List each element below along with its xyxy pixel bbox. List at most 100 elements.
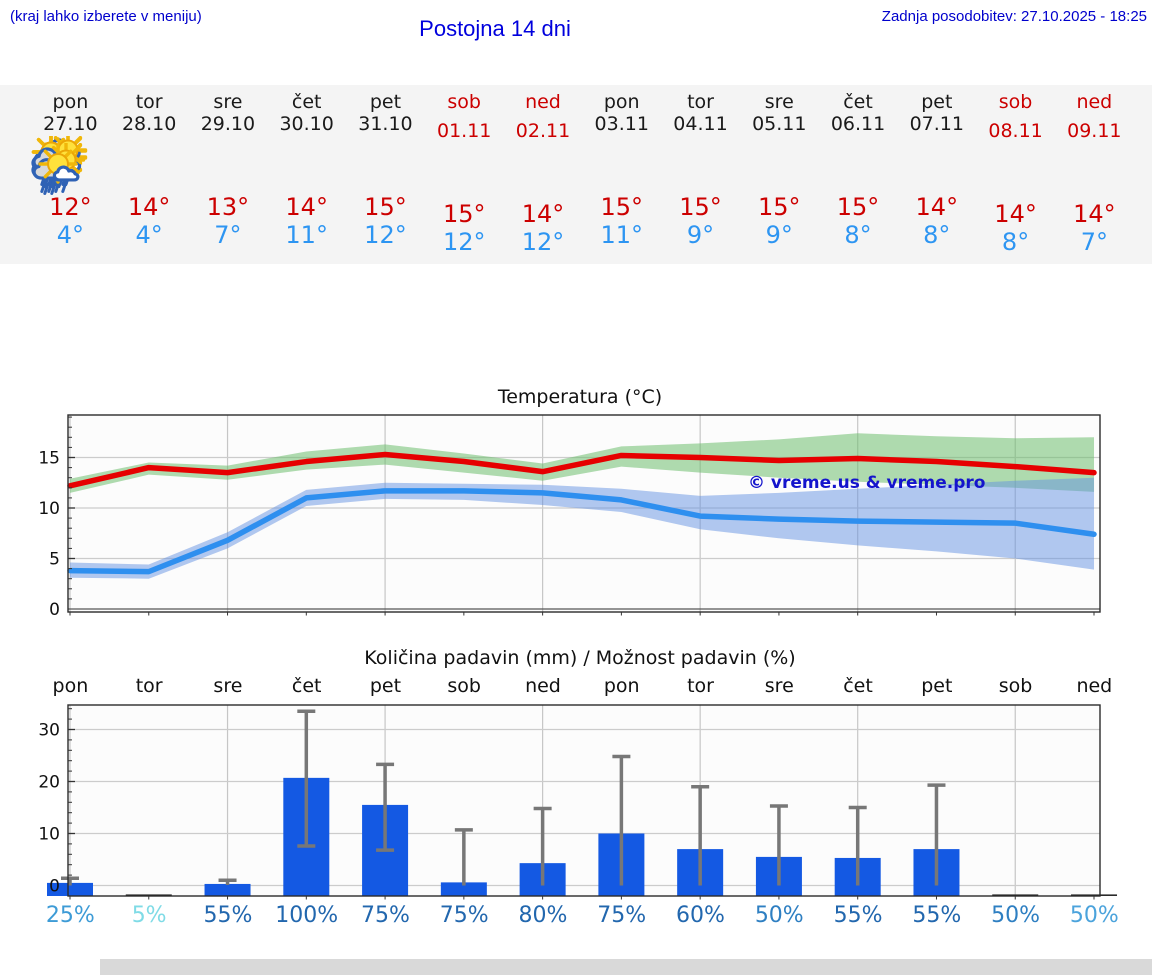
day-name-label: pon <box>52 91 89 113</box>
day-date-label: 03.11 <box>594 113 649 135</box>
menu-hint: (kraj lahko izberete v meniju) <box>10 8 202 25</box>
precip-probability-label: 75% <box>360 903 410 928</box>
day-date-label: 31.10 <box>358 113 413 135</box>
weather-icon-cell <box>38 136 189 192</box>
last-update: Zadnja posodobitev: 27.10.2025 - 18:25 <box>881 8 1147 25</box>
day-name-label: pet <box>921 91 953 113</box>
precip-probability-label: 75% <box>597 903 647 928</box>
temp-ytick-label: 15 <box>38 449 60 469</box>
day-date-label: 30.10 <box>279 113 334 135</box>
temperature-chart-title: Temperatura (°C) <box>497 386 663 408</box>
temp-max-label: 14° <box>285 193 328 221</box>
temp-max-label: 14° <box>994 200 1037 228</box>
forecast-day-column: sre 29.10 13° 7° <box>31 85 268 256</box>
day-name-label: ned <box>525 91 561 113</box>
forecast-strip <box>0 85 1152 264</box>
precip-day-label: pon <box>52 675 89 697</box>
day-name-label: sre <box>764 91 794 113</box>
weather-icon-cell <box>33 136 346 192</box>
precip-probability-label: 60% <box>676 903 725 928</box>
watermark-link: © vreme.us & vreme.pro <box>748 473 985 493</box>
precip-ytick-label: 0 <box>49 877 60 897</box>
precip-probability-label: 80% <box>518 903 568 928</box>
temp-min-label: 8° <box>844 221 872 249</box>
precip-probability-label: 55% <box>203 903 253 928</box>
day-name-label: čet <box>843 91 873 113</box>
weather-icon-cell <box>33 136 425 192</box>
temp-min-label: 12° <box>521 228 565 256</box>
precip-ytick-label: 10 <box>38 825 60 845</box>
temp-max-label: 15° <box>679 193 722 221</box>
temp-min-label: 11° <box>285 221 328 249</box>
temp-ytick-label: 5 <box>49 550 60 570</box>
weather-icon-cell <box>32 136 976 192</box>
weather-icon-cell <box>31 136 268 192</box>
day-name-label: čet <box>291 91 322 113</box>
forecast-day-column: sob 01.11 15° 12° <box>31 85 504 256</box>
temp-min-label: 8° <box>1001 228 1030 256</box>
precip-probability-label: 100% <box>275 903 339 928</box>
temp-max-label: 12° <box>49 193 92 221</box>
day-name-label: tor <box>687 91 714 113</box>
forecast-day-column: sre 05.11 15° 9° <box>31 85 819 256</box>
day-name-label: pet <box>369 91 402 113</box>
day-date-label: 06.11 <box>830 113 886 135</box>
precip-day-label: tor <box>687 675 714 697</box>
precipitation-chart: 0 10 20 30 <box>38 704 1118 900</box>
weather-icon-cell <box>33 136 661 192</box>
temp-max-label: 13° <box>206 193 250 221</box>
day-date-label: 07.11 <box>909 113 964 135</box>
temp-max-label: 14° <box>521 200 565 228</box>
precip-day-label: ned <box>525 675 561 697</box>
day-date-label: 02.11 <box>515 120 571 142</box>
precip-probability-label: 5% <box>131 903 167 928</box>
weather-icon-cell <box>31 136 740 192</box>
weather-icon-cell <box>32 143 1055 199</box>
forecast-day-column: sob 08.11 14° 8° <box>32 85 1055 256</box>
temp-max-label: 14° <box>1073 200 1116 228</box>
day-date-label: 09.11 <box>1067 120 1122 142</box>
day-name-label: sob <box>447 91 481 113</box>
day-name-label: sre <box>213 91 243 113</box>
weather-icon-cell <box>32 143 583 199</box>
forecast-day-column: čet 06.11 15° 8° <box>31 85 898 256</box>
temp-ytick-label: 0 <box>49 600 60 616</box>
weather-icon-cell <box>31 136 819 192</box>
day-date-label: 08.11 <box>988 120 1043 142</box>
temp-max-label: 15° <box>600 193 644 221</box>
precip-chart-title: Količina padavin (mm) / Možnost padavin … <box>364 647 796 669</box>
weather-icon-cell <box>31 143 504 199</box>
temp-max-label: 14° <box>127 193 171 221</box>
precip-day-labels: pon tor sre čet pet sob ned pon tor sre čet pet sob n… <box>31 675 1134 697</box>
page-title: Postojna 14 dni <box>419 16 571 41</box>
weather-icon-cell <box>31 136 898 192</box>
precip-probability-label: 50% <box>754 903 804 928</box>
day-date-label: 28.10 <box>121 113 177 135</box>
precip-day-label: tor <box>135 675 163 697</box>
temp-min-label: 4° <box>56 221 85 249</box>
day-name-label: tor <box>135 91 163 113</box>
temp-max-label: 15° <box>836 193 880 221</box>
temp-max-label: 14° <box>915 193 959 221</box>
temperature-chart: 0 5 10 15 © vreme.us & vreme.pro <box>38 414 1101 616</box>
temp-min-label: 9° <box>686 221 715 249</box>
temp-min-label: 12° <box>364 221 407 249</box>
precip-day-label: pon <box>603 675 640 697</box>
forecast-day-column: tor 28.10 14° 4° <box>38 85 189 256</box>
precip-probability-row: 25% 5% 55% 100% 75% 75% 80% 75% 60% 50% 55% 55% 50% 5… <box>31 903 1134 928</box>
day-date-label: 05.11 <box>752 113 807 135</box>
forecast-day-column: pet 31.10 15° 12° <box>33 85 425 256</box>
day-date-label: 01.11 <box>437 120 492 142</box>
precip-day-label: sre <box>213 675 243 697</box>
temp-min-label: 7° <box>1080 228 1108 256</box>
horizontal-scrollbar[interactable] <box>100 959 1152 975</box>
precip-day-label: pet <box>369 675 402 697</box>
day-date-label: 29.10 <box>200 113 256 135</box>
day-name-label: ned <box>1076 91 1113 113</box>
weather-icon-cell <box>38 143 1134 199</box>
temp-min-label: 12° <box>442 228 486 256</box>
precip-ytick-label: 20 <box>38 773 60 793</box>
forecast-day-column: tor 04.11 15° 9° <box>31 85 740 256</box>
forecast-day-column: pet 07.11 14° 8° <box>32 85 976 256</box>
